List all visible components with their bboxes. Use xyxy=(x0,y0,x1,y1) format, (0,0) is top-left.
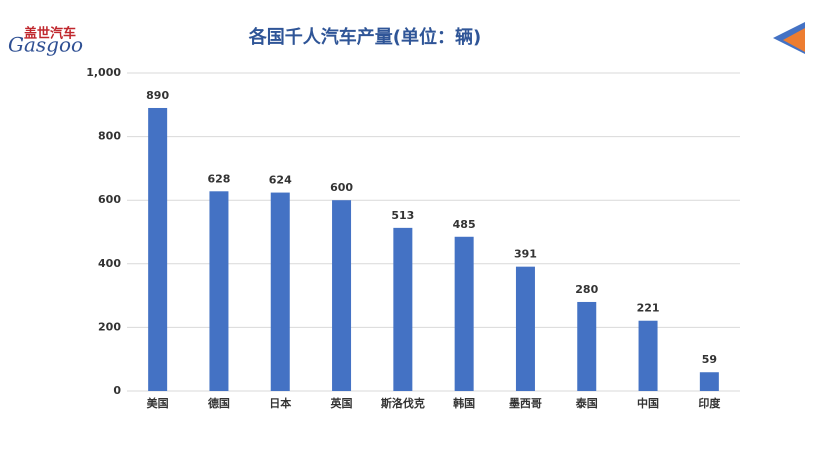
x-tick-label: 泰国 xyxy=(575,396,598,410)
y-tick-label: 800 xyxy=(98,130,121,143)
data-label: 59 xyxy=(702,353,717,366)
y-tick-label: 200 xyxy=(98,320,121,333)
bar xyxy=(699,372,719,391)
logo-brand: Gasgoo xyxy=(8,33,83,57)
data-label: 391 xyxy=(514,248,537,261)
x-tick-label: 印度 xyxy=(698,396,721,410)
data-label: 628 xyxy=(207,172,230,185)
data-label: 221 xyxy=(637,302,660,315)
x-tick-label: 德国 xyxy=(207,396,230,410)
data-label: 600 xyxy=(330,181,353,194)
data-label: 624 xyxy=(269,174,292,187)
x-tick-label: 韩国 xyxy=(453,396,475,410)
logo-name: 盖世汽车 xyxy=(24,26,76,42)
data-label: 485 xyxy=(453,218,476,231)
data-label: 513 xyxy=(391,209,414,222)
y-tick-label: 1,000 xyxy=(86,66,121,79)
data-label: 280 xyxy=(575,283,598,296)
y-tick-label: 600 xyxy=(98,193,121,206)
x-tick-label: 中国 xyxy=(637,396,659,410)
bar xyxy=(638,320,658,391)
x-tick-label: 日本 xyxy=(269,396,291,410)
corner-arrow xyxy=(783,28,805,52)
bar xyxy=(332,200,352,391)
bar xyxy=(148,107,168,391)
x-tick-label: 英国 xyxy=(330,396,353,410)
data-label: 890 xyxy=(146,89,169,102)
bar xyxy=(393,227,413,391)
bar xyxy=(577,301,597,391)
x-tick-label: 美国 xyxy=(147,396,169,410)
bar xyxy=(515,266,535,391)
x-tick-label: 墨西哥 xyxy=(509,397,542,410)
x-tick-label: 斯洛伐克 xyxy=(381,396,425,410)
y-tick-label: 0 xyxy=(113,384,121,397)
bar xyxy=(454,236,474,391)
bar xyxy=(270,192,290,391)
bar xyxy=(209,191,229,391)
chart-title: 各国千人汽车产量(单位：辆) xyxy=(248,26,481,48)
y-tick-label: 400 xyxy=(98,257,121,270)
